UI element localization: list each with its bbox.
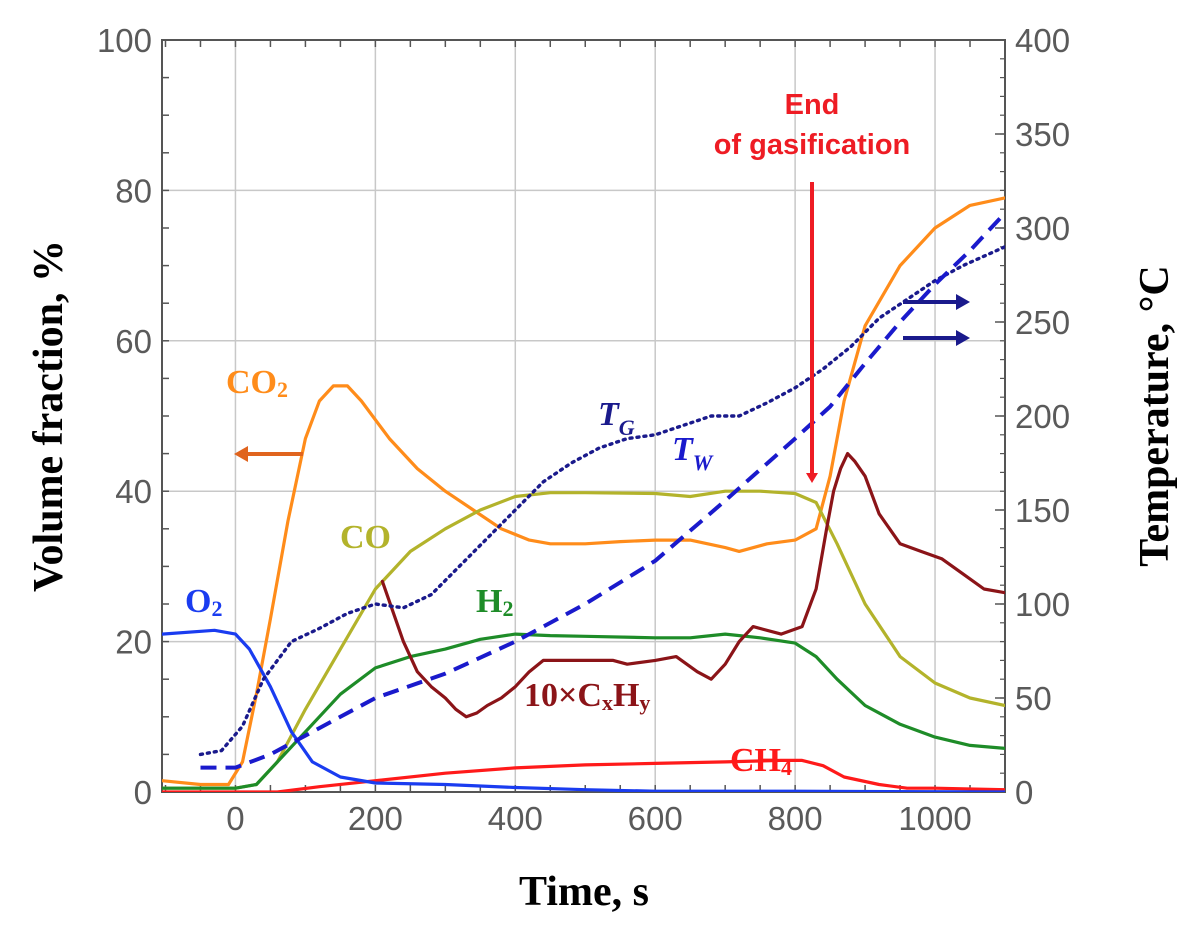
series-line-ch4 — [162, 758, 1005, 792]
x-axis-title: Time, s — [519, 869, 649, 915]
y-left-tick-label: 100 — [97, 22, 152, 59]
y-right-tick-label: 400 — [1015, 22, 1070, 59]
series-layer — [162, 196, 1005, 792]
tw-right-axis-arrowhead — [956, 330, 970, 346]
label-h2: H2 — [476, 583, 513, 621]
y-right-tick-label: 350 — [1015, 116, 1070, 153]
label-co2: CO2 — [226, 364, 288, 402]
series-line-co — [162, 489, 1005, 790]
y-left-tick-label: 40 — [115, 473, 152, 510]
y-right-tick-label: 200 — [1015, 398, 1070, 435]
y-right-tick-label: 250 — [1015, 304, 1070, 341]
y-right-tick-label: 50 — [1015, 680, 1052, 717]
label-o2: O2 — [185, 583, 222, 621]
y-left-tick-label: 60 — [115, 323, 152, 360]
y-right-tick-label: 300 — [1015, 210, 1070, 247]
y-left-tick-label: 0 — [134, 774, 152, 811]
label-cxhy: 10×CxHy — [524, 677, 650, 715]
y-left-tick-label: 80 — [115, 172, 152, 209]
series-line-tg — [198, 245, 1005, 757]
series-line-co2 — [162, 196, 1005, 787]
plot-frame — [161, 39, 1006, 793]
label-ch4: CH4 — [730, 742, 792, 780]
tg-right-axis-arrowhead — [956, 294, 970, 310]
y-axis-left-title: Volume fraction, % — [26, 240, 72, 592]
label-tw: TW — [672, 431, 714, 475]
co2-left-axis-arrowhead — [234, 446, 248, 462]
series-line-tw — [200, 211, 1005, 770]
y-right-tick-label: 150 — [1015, 492, 1070, 529]
series-line-10-cxhy — [380, 452, 1005, 719]
label-tg: TG — [598, 396, 635, 440]
grid-layer: 0 200 400 600 800 100002040608010005010015020… — [97, 22, 1070, 837]
x-tick-label: 600 — [628, 800, 683, 837]
x-tick-label: 1000 — [898, 800, 971, 837]
x-tick-label: 200 — [348, 800, 403, 837]
x-tick-label: 400 — [488, 800, 543, 837]
y-left-tick-label: 20 — [115, 624, 152, 661]
y-right-tick-label: 100 — [1015, 586, 1070, 623]
y-right-tick-label: 0 — [1015, 774, 1033, 811]
label-co: CO — [340, 519, 391, 556]
y-axis-right-title: Temperature, °C — [1132, 265, 1178, 566]
series-line-o2 — [162, 628, 1005, 792]
series-line-h2 — [162, 632, 1005, 790]
x-tick-label: 0 — [226, 800, 244, 837]
x-tick-label: 800 — [768, 800, 823, 837]
annotation-line1: End — [785, 89, 840, 121]
annotation-line2: of gasification — [714, 129, 911, 161]
